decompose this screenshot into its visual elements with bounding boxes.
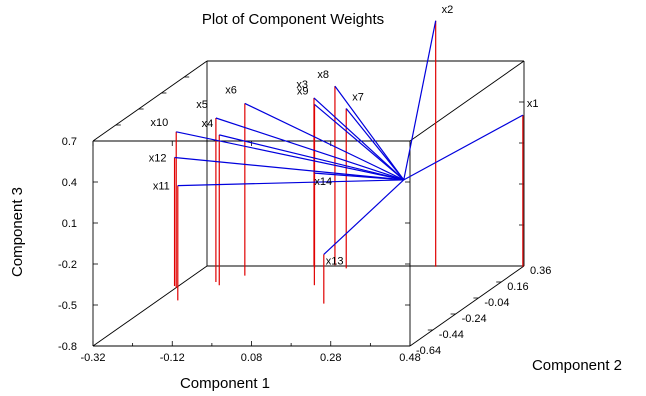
z-tick-label: -0.2 [58, 259, 77, 271]
point-label-x7: x7 [352, 92, 364, 104]
x-tick-label: 0.08 [241, 352, 262, 364]
z-tick-label: -0.8 [58, 341, 77, 353]
point-label-x9: x9 [297, 85, 309, 97]
tick-marks [92, 60, 524, 347]
y-tick-label: -0.24 [462, 313, 487, 325]
vector-x8 [334, 85, 405, 181]
chart-title: Plot of Component Weights [202, 11, 384, 28]
point-label-x11: x11 [153, 181, 170, 193]
y-axis-label: Component 2 [532, 357, 622, 374]
vector-x13 [323, 179, 405, 255]
point-label-x2: x2 [442, 4, 454, 16]
box-edge [409, 60, 525, 142]
z-tick-labels: -0.8 -0.5 -0.2 0.1 0.4 0.7 [58, 136, 77, 353]
x-tick-label: 0.28 [320, 352, 341, 364]
vector-x4 [219, 134, 404, 181]
x-tick-label: 0.48 [399, 352, 420, 364]
point-labels: x1 x2 x3 x4 x5 x6 x7 x8 x9 x10 x11 x12 x13 x14 [149, 4, 539, 268]
point-label-x4: x4 [202, 118, 214, 130]
y-tick-label: 0.16 [507, 281, 528, 293]
point-label-x3: x3 [296, 79, 308, 91]
x-tick-label: -0.12 [160, 352, 185, 364]
box-frame [92, 60, 525, 347]
vector-x14 [314, 172, 404, 181]
vector-x11 [177, 179, 404, 187]
point-label-x14: x14 [314, 176, 332, 188]
vector-x7 [345, 108, 405, 181]
y-tick-labels: -0.64 -0.44 -0.24 -0.04 0.160.36 [416, 265, 551, 357]
z-tick-label: 0.1 [62, 218, 77, 230]
point-label-x1: x1 [527, 98, 539, 110]
y-tick-label: 0.36 [530, 265, 551, 277]
vector-x3 [313, 97, 405, 181]
vector-x10 [176, 131, 404, 181]
vector-x9 [314, 103, 405, 181]
z-tick-label: 0.4 [62, 177, 77, 189]
z-tick-label: -0.5 [58, 300, 77, 312]
vector-x1 [403, 114, 524, 181]
x-tick-label: -0.32 [80, 352, 105, 364]
vector-x2 [403, 20, 437, 180]
vector-x6 [244, 102, 405, 181]
y-tick-label: -0.64 [416, 345, 441, 357]
z-axis-label: Component 3 [9, 187, 26, 277]
box-edge [409, 265, 525, 347]
point-label-x8: x8 [317, 69, 329, 81]
weight-vectors [174, 20, 524, 255]
x-tick-labels: -0.32 -0.12 0.08 0.28 0.48 [80, 352, 420, 364]
y-tick-label: -0.44 [439, 329, 464, 341]
point-label-x5: x5 [196, 99, 208, 111]
point-label-x13: x13 [326, 255, 344, 267]
point-label-x10: x10 [150, 117, 168, 129]
vector-x5 [215, 117, 404, 181]
point-label-x12: x12 [149, 153, 167, 165]
box-edge [92, 60, 208, 142]
z-tick-label: 0.7 [62, 136, 77, 148]
point-label-x6: x6 [225, 84, 237, 96]
vector-x12 [174, 156, 404, 181]
x-axis-label: Component 1 [180, 375, 270, 392]
box-edge [92, 265, 208, 347]
y-tick-label: -0.04 [484, 297, 509, 309]
